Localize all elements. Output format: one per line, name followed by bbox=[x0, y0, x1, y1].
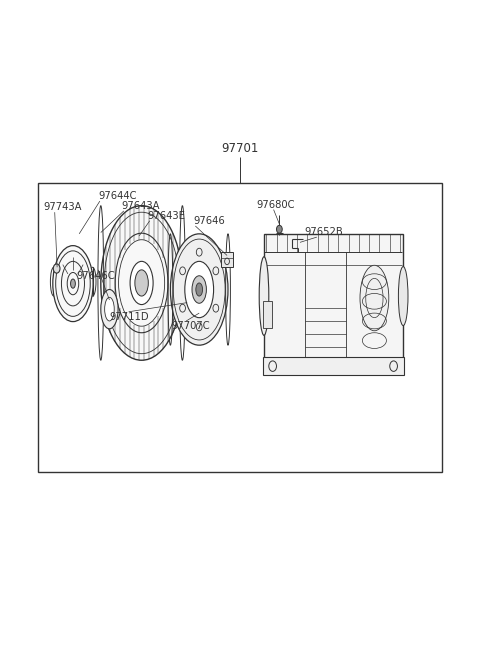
Text: 97644C: 97644C bbox=[98, 191, 137, 201]
Circle shape bbox=[53, 264, 60, 273]
Text: 97643E: 97643E bbox=[148, 211, 186, 221]
Bar bbox=[263, 357, 404, 375]
Ellipse shape bbox=[130, 261, 153, 305]
Text: 97646: 97646 bbox=[193, 216, 225, 226]
Text: 97711D: 97711D bbox=[109, 312, 149, 322]
Ellipse shape bbox=[105, 297, 114, 321]
Text: 97707C: 97707C bbox=[172, 321, 210, 331]
Ellipse shape bbox=[101, 290, 118, 329]
Ellipse shape bbox=[101, 206, 182, 360]
Ellipse shape bbox=[259, 257, 269, 335]
Ellipse shape bbox=[53, 246, 93, 322]
Circle shape bbox=[276, 225, 282, 233]
Text: 97743A: 97743A bbox=[43, 202, 82, 212]
Text: 97652B: 97652B bbox=[305, 227, 344, 237]
Text: 97701: 97701 bbox=[221, 142, 259, 155]
Text: 97646C: 97646C bbox=[77, 271, 115, 280]
Text: 97643A: 97643A bbox=[121, 201, 159, 211]
Ellipse shape bbox=[170, 234, 228, 345]
Ellipse shape bbox=[71, 279, 75, 288]
Bar bbox=[38, 183, 442, 472]
Ellipse shape bbox=[135, 270, 148, 296]
Ellipse shape bbox=[192, 276, 206, 303]
Bar bbox=[221, 252, 233, 267]
Bar bbox=[263, 301, 272, 328]
Ellipse shape bbox=[360, 265, 389, 331]
Bar bbox=[264, 234, 403, 359]
Text: 97680C: 97680C bbox=[256, 200, 295, 210]
Ellipse shape bbox=[185, 261, 214, 318]
Ellipse shape bbox=[398, 267, 408, 326]
Ellipse shape bbox=[196, 283, 203, 296]
